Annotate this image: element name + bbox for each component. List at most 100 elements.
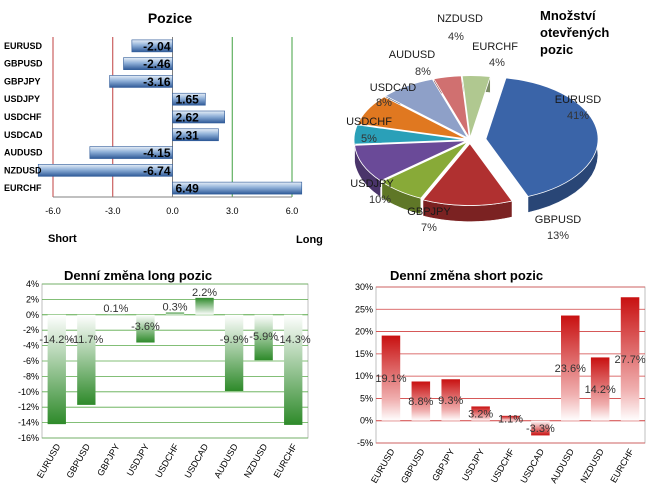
pie-percent: 10% bbox=[369, 194, 391, 206]
category-label: USDJPY bbox=[125, 442, 151, 478]
category-label: EURCHF bbox=[4, 183, 42, 193]
bar bbox=[136, 314, 155, 343]
tick-label: 10% bbox=[355, 371, 373, 381]
data-label: 2.31 bbox=[176, 128, 200, 142]
tick-label: -2% bbox=[23, 325, 39, 335]
category-label: AUDUSD bbox=[548, 447, 576, 485]
bar bbox=[284, 314, 303, 425]
category-label: USDCAD bbox=[518, 447, 546, 485]
tick-label: 4% bbox=[26, 279, 39, 289]
long-change-chart: Denní změna long pozic 4% 2% 0% -2% -4% -6% -8%… bbox=[18, 268, 311, 480]
bar bbox=[441, 379, 460, 421]
data-label: -5.9% bbox=[249, 331, 278, 343]
bar bbox=[77, 314, 96, 405]
bar bbox=[195, 297, 214, 315]
pie-percent: 8% bbox=[376, 97, 392, 109]
pie-slice bbox=[384, 78, 469, 139]
tick-label: -10% bbox=[18, 387, 39, 397]
bar bbox=[531, 420, 550, 436]
chart-title: Denní změna short pozic bbox=[390, 268, 543, 283]
pie-slice bbox=[422, 142, 513, 206]
data-label: 0.1% bbox=[103, 303, 128, 315]
tick-label: -6% bbox=[23, 356, 39, 366]
tick-label: 5% bbox=[360, 393, 373, 403]
data-label: 14.2% bbox=[585, 384, 616, 396]
pie-label: AUDUSD bbox=[389, 49, 436, 61]
tick-label: 2% bbox=[26, 294, 39, 304]
category-label: GBPUSD bbox=[399, 447, 427, 485]
tick-label: -8% bbox=[23, 371, 39, 381]
tick-label: -3.0 bbox=[105, 206, 121, 216]
category-label: NZDUSD bbox=[242, 442, 270, 480]
data-label: -3.6% bbox=[131, 321, 160, 333]
pie-label: USDCHF bbox=[346, 116, 392, 128]
bar bbox=[224, 314, 244, 392]
tick-label: 15% bbox=[355, 349, 373, 359]
pie-percent: 41% bbox=[567, 110, 589, 122]
data-label: -6.74 bbox=[143, 164, 171, 178]
data-label: 19.1% bbox=[375, 373, 406, 385]
pie-percent: 8% bbox=[415, 66, 431, 78]
tick-label: -4% bbox=[23, 341, 39, 351]
pie-slice bbox=[461, 75, 491, 138]
pie-slice bbox=[433, 75, 470, 138]
category-label: EURUSD bbox=[369, 447, 397, 485]
bar bbox=[411, 381, 431, 421]
data-label: 9.3% bbox=[438, 395, 463, 407]
data-label: 8.8% bbox=[408, 396, 433, 408]
category-label: USDCHF bbox=[489, 447, 517, 485]
category-label: USDJPY bbox=[4, 94, 40, 104]
tick-label: -6.0 bbox=[45, 206, 61, 216]
positions-chart: Pozice EURUSD -2.04 GBPUSD -2.46 GBPJPY -3.16 U… bbox=[4, 10, 323, 246]
category-label: USDCAD bbox=[183, 442, 211, 480]
pie-label: EURUSD bbox=[555, 94, 602, 106]
tick-label: 25% bbox=[355, 304, 373, 314]
category-label: GBPUSD bbox=[4, 59, 43, 69]
category-label: NZDUSD bbox=[4, 165, 42, 175]
data-label: -11.7% bbox=[69, 334, 103, 346]
tick-label: 6.0 bbox=[286, 206, 299, 216]
data-label: 1.1% bbox=[498, 413, 523, 425]
chart-title: otevřených bbox=[540, 25, 609, 40]
tick-label: 0% bbox=[360, 416, 373, 426]
bar bbox=[109, 75, 173, 88]
bar bbox=[381, 335, 401, 421]
category-label: GBPJPY bbox=[430, 447, 456, 483]
pie-label: USDCAD bbox=[370, 82, 417, 94]
data-label: 0.3% bbox=[162, 301, 187, 313]
bar bbox=[172, 92, 206, 106]
data-label: 3.2% bbox=[468, 409, 493, 421]
category-label: EURUSD bbox=[35, 442, 63, 480]
bar bbox=[172, 128, 219, 142]
pie-label: EURCHF bbox=[472, 41, 518, 53]
bar bbox=[165, 312, 185, 315]
chart-title: pozic bbox=[540, 42, 573, 57]
category-label: USDCHF bbox=[153, 442, 181, 480]
chart-title: Pozice bbox=[148, 10, 193, 26]
data-label: 27.7% bbox=[614, 354, 645, 366]
bar bbox=[89, 146, 173, 159]
tick-label: 20% bbox=[355, 327, 373, 337]
bar bbox=[106, 314, 126, 316]
tick-label: 3.0 bbox=[226, 206, 239, 216]
category-label: EURCHF bbox=[272, 442, 300, 480]
short-label: Short bbox=[48, 233, 77, 245]
tick-label: 0% bbox=[26, 310, 39, 320]
bar bbox=[501, 415, 520, 421]
short-change-chart: Denní změna short pozic 30% 25% 20% 15% 10% 5%… bbox=[355, 268, 646, 485]
pie-label: NZDUSD bbox=[437, 13, 483, 25]
pie-slice bbox=[485, 77, 599, 197]
bar bbox=[620, 297, 640, 421]
long-label: Long bbox=[296, 234, 323, 246]
bar bbox=[561, 315, 580, 421]
pie-label: GBPUSD bbox=[535, 214, 582, 226]
bar bbox=[172, 110, 225, 124]
category-label: NZDUSD bbox=[578, 447, 606, 485]
category-label: EURUSD bbox=[4, 41, 43, 51]
category-label: USDCAD bbox=[4, 130, 43, 140]
category-label: USDCHF bbox=[4, 112, 42, 122]
data-label: 1.65 bbox=[176, 93, 200, 107]
tick-label: 0.0 bbox=[166, 206, 179, 216]
pie-percent: 5% bbox=[361, 133, 377, 145]
pie-percent: 7% bbox=[421, 222, 437, 234]
